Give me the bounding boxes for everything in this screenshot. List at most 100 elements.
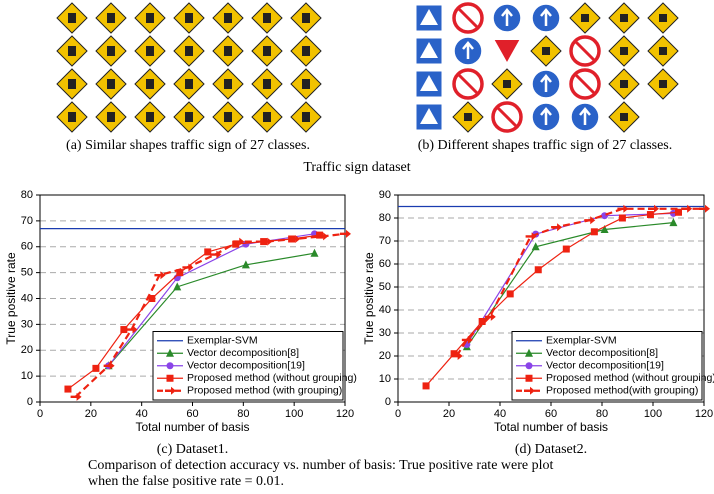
sign-glyph xyxy=(263,112,271,122)
sign-glyph xyxy=(146,112,154,122)
sign-glyph xyxy=(107,79,115,89)
sign-glyph xyxy=(224,46,232,56)
sign-glyph xyxy=(620,80,628,88)
y-axis-label: True positive rate xyxy=(362,252,376,345)
y-tick-label: 70 xyxy=(379,235,391,247)
y-tick-label: 30 xyxy=(21,318,33,330)
data-point xyxy=(535,266,542,273)
sign-glyph xyxy=(263,46,271,56)
sign-glyph xyxy=(503,80,511,88)
data-point xyxy=(563,246,570,253)
sign-glyph xyxy=(302,79,310,89)
legend-label: Proposed method(with grouping) xyxy=(546,385,698,397)
data-point xyxy=(591,228,598,235)
legend-marker xyxy=(167,362,174,369)
sign-glyph xyxy=(620,14,628,22)
x-tick-label: 20 xyxy=(85,408,97,420)
sign-glyph xyxy=(107,112,115,122)
y-axis-label: True positive rate xyxy=(4,252,18,345)
legend-label: Proposed method (without grouping) xyxy=(187,372,357,384)
y-tick-label: 0 xyxy=(27,396,33,408)
sign-glyph xyxy=(107,46,115,56)
sign-glyph xyxy=(185,79,193,89)
legend-marker xyxy=(526,362,533,369)
data-point xyxy=(204,248,211,255)
x-tick-label: 0 xyxy=(395,408,401,420)
y-tick-label: 10 xyxy=(21,370,33,382)
sign-glyph xyxy=(263,79,271,89)
caption-a: (a) Similar shapes traffic sign of 27 cl… xyxy=(66,138,310,153)
x-tick-label: 60 xyxy=(186,408,198,420)
sign-glyph xyxy=(146,79,154,89)
sign-glyph xyxy=(464,113,472,121)
sign-glyph xyxy=(185,112,193,122)
legend-marker xyxy=(167,375,174,382)
x-tick-label: 80 xyxy=(237,408,249,420)
sign-glyph xyxy=(146,46,154,56)
y-tick-label: 40 xyxy=(21,292,33,304)
sign-glyph xyxy=(68,13,76,23)
x-tick-label: 40 xyxy=(494,408,506,420)
y-tick-label: 60 xyxy=(21,241,33,253)
y-tick-label: 50 xyxy=(379,281,391,293)
x-tick-label: 40 xyxy=(136,408,148,420)
sign-glyph xyxy=(68,112,76,122)
x-tick-label: 60 xyxy=(545,408,557,420)
caption-line: Comparison of detection accuracy vs. num… xyxy=(88,458,553,473)
data-point xyxy=(619,215,626,222)
data-point xyxy=(64,386,71,393)
sign-glyph xyxy=(68,79,76,89)
caption-line: when the false positive rate = 0.01. xyxy=(88,474,284,489)
sign-glyph xyxy=(302,46,310,56)
legend-label: Exemplar-SVM xyxy=(187,335,258,347)
y-tick-label: 70 xyxy=(21,215,33,227)
y-tick-label: 80 xyxy=(21,189,33,201)
sign-glyph xyxy=(620,113,628,121)
sign-images xyxy=(57,3,678,132)
y-tick-label: 30 xyxy=(379,327,391,339)
legend-label: Vector decomposition[19] xyxy=(546,360,664,372)
dataset-title: Traffic sign dataset xyxy=(303,160,410,175)
legend-label: Vector decomposition[19] xyxy=(187,360,305,372)
sign-glyph xyxy=(302,112,310,122)
legend-label: Proposed method (without grouping) xyxy=(546,372,714,384)
x-axis-label: Total number of basis xyxy=(135,420,249,434)
data-point xyxy=(647,211,654,218)
legend-label: Proposed method (with grouping) xyxy=(187,385,342,397)
y-tick-label: 0 xyxy=(385,396,391,408)
x-tick-label: 80 xyxy=(596,408,608,420)
sign-glyph xyxy=(68,46,76,56)
sign-glyph xyxy=(263,13,271,23)
legend-label: Vector decomposition[8] xyxy=(187,347,299,359)
sign-glyph xyxy=(302,13,310,23)
legend-marker xyxy=(526,375,533,382)
sign-glyph xyxy=(620,47,628,55)
y-tick-label: 10 xyxy=(379,373,391,385)
chart-caption: (d) Dataset2. xyxy=(515,442,587,457)
y-tick-label: 20 xyxy=(379,350,391,362)
sign-icon xyxy=(493,39,521,64)
y-tick-label: 40 xyxy=(379,304,391,316)
x-tick-label: 0 xyxy=(37,408,43,420)
legend-label: Exemplar-SVM xyxy=(546,335,617,347)
data-point xyxy=(311,249,319,257)
sign-glyph xyxy=(659,47,667,55)
sign-glyph xyxy=(224,13,232,23)
y-tick-label: 50 xyxy=(21,267,33,279)
y-tick-label: 80 xyxy=(379,212,391,224)
sign-glyph xyxy=(659,14,667,22)
sign-glyph xyxy=(542,47,550,55)
data-point xyxy=(120,326,127,333)
series-line xyxy=(467,213,674,344)
sign-glyph xyxy=(185,46,193,56)
data-point xyxy=(669,218,677,226)
sign-glyph xyxy=(224,112,232,122)
x-tick-label: 120 xyxy=(336,408,354,420)
x-tick-label: 20 xyxy=(443,408,455,420)
chart-caption: (c) Dataset1. xyxy=(157,442,229,457)
x-tick-label: 100 xyxy=(285,408,303,420)
sign-glyph xyxy=(185,13,193,23)
sign-glyph xyxy=(659,80,667,88)
y-tick-label: 60 xyxy=(379,258,391,270)
sign-glyph xyxy=(107,13,115,23)
